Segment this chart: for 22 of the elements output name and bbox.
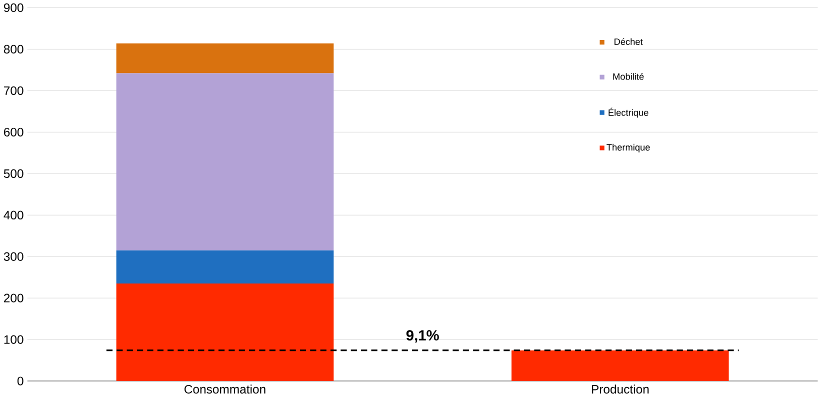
y-tick-label: 100 (4, 335, 24, 344)
y-tick-label: 200 (4, 294, 24, 302)
y-tick-label: 400 (4, 210, 24, 220)
y-tick-label: 0 (17, 376, 24, 386)
legend-label: Électrique (608, 108, 648, 118)
legend-label: Déchet (614, 38, 643, 45)
y-tick-label: 600 (4, 128, 24, 136)
x-tick-label: Production (592, 384, 649, 394)
bar (116, 250, 334, 284)
legend-label: Mobilité (613, 72, 644, 80)
y-tick-label: 300 (4, 252, 24, 261)
y-tick-label: 800 (4, 44, 24, 54)
y-tick-label: 500 (4, 169, 24, 178)
y-tick-label: 900 (4, 3, 24, 12)
bar (116, 284, 334, 382)
annotation: 9,1% (406, 330, 439, 343)
x-tick-label: Consommation (184, 384, 266, 394)
bar (512, 350, 729, 382)
bar (116, 73, 334, 250)
y-tick-label: 700 (4, 86, 24, 95)
bar (116, 43, 334, 74)
legend-label: Thermique (606, 144, 650, 152)
